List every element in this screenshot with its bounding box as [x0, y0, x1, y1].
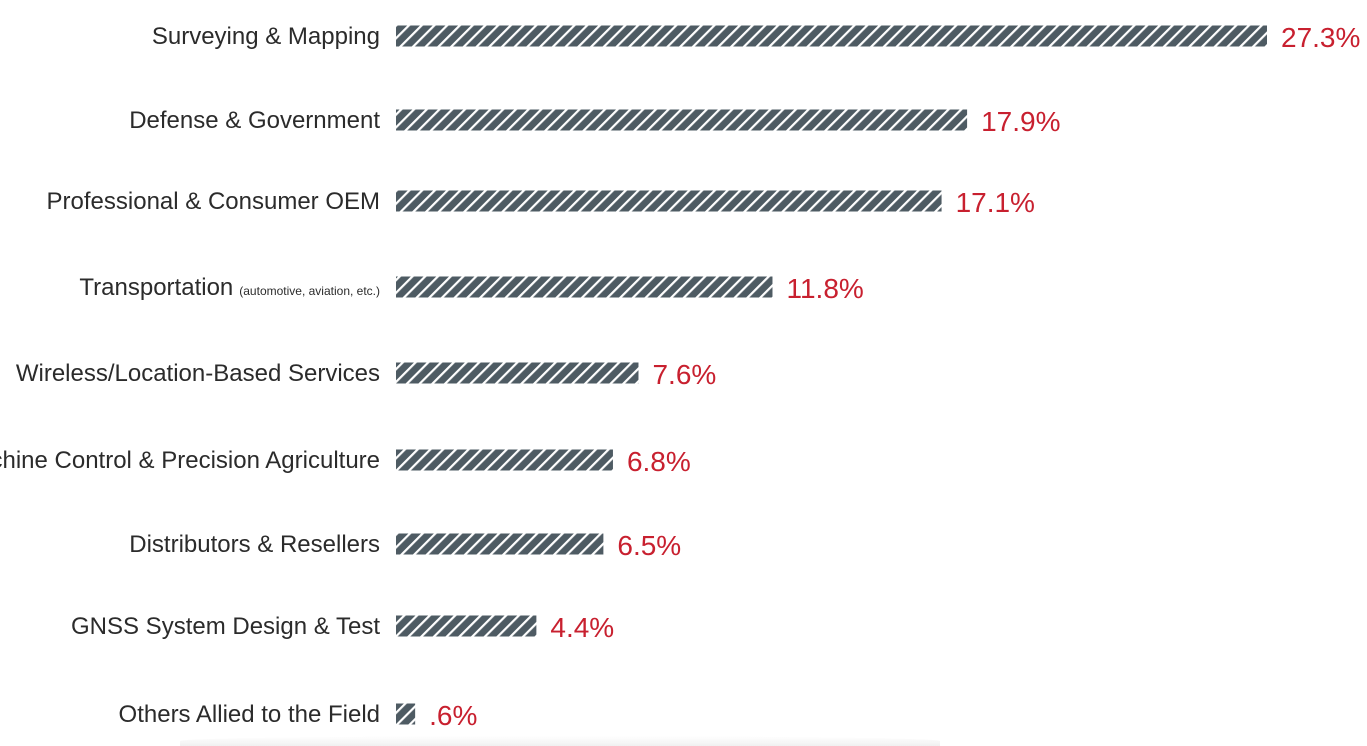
- value-label-surveying-mapping: 27.3%: [1281, 22, 1360, 53]
- value-label-professional-consumer-oem: 17.1%: [956, 187, 1035, 218]
- category-label-others-allied-to-the-field: Others Allied to the Field: [119, 701, 380, 728]
- category-label-distributors-resellers: Distributors & Resellers: [129, 531, 380, 558]
- value-label-gnss-system-design-test: 4.4%: [550, 612, 614, 643]
- value-label-defense-government: 17.9%: [981, 106, 1060, 137]
- value-label-transportation: 11.8%: [786, 273, 863, 304]
- category-label-professional-consumer-oem: Professional & Consumer OEM: [47, 188, 380, 215]
- category-label-defense-government: Defense & Government: [129, 107, 380, 134]
- value-labels-layer: 27.3% 17.9% 17.1% 11.8% 7.6% 6.8% 6.5% 4.4% .6%: [429, 22, 1360, 731]
- category-label-gnss-system-design-test: GNSS System Design & Test: [71, 613, 380, 640]
- bar-surveying-mapping: [396, 25, 1267, 47]
- category-labels-layer: Surveying & Mapping Defense & Government P…: [0, 23, 380, 728]
- bars-layer: [396, 25, 1267, 725]
- bar-machine-control-precision-agriculture: [396, 449, 613, 471]
- bottom-shadow: [180, 736, 940, 746]
- value-label-others-allied-to-the-field: .6%: [429, 700, 477, 731]
- value-label-wireless-location-based-services: 7.6%: [652, 359, 716, 390]
- bar-transportation: [396, 276, 773, 298]
- bar-gnss-system-design-test: [396, 615, 537, 637]
- bar-defense-government: [396, 109, 968, 131]
- value-label-distributors-resellers: 6.5%: [617, 530, 681, 561]
- bar-professional-consumer-oem: [396, 190, 942, 212]
- bar-others-allied-to-the-field: [396, 703, 416, 725]
- value-label-machine-control-precision-agriculture: 6.8%: [627, 446, 691, 477]
- category-label-wireless-location-based-services: Wireless/Location-Based Services: [16, 360, 380, 387]
- bar-wireless-location-based-services: [396, 362, 639, 384]
- category-label-transportation: Transportation (automotive, aviation, etc…: [79, 274, 380, 301]
- category-label-machine-control-precision-agriculture: Machine Control & Precision Agriculture: [0, 447, 380, 474]
- category-label-surveying-mapping: Surveying & Mapping: [152, 23, 380, 50]
- bar-distributors-resellers: [396, 533, 604, 555]
